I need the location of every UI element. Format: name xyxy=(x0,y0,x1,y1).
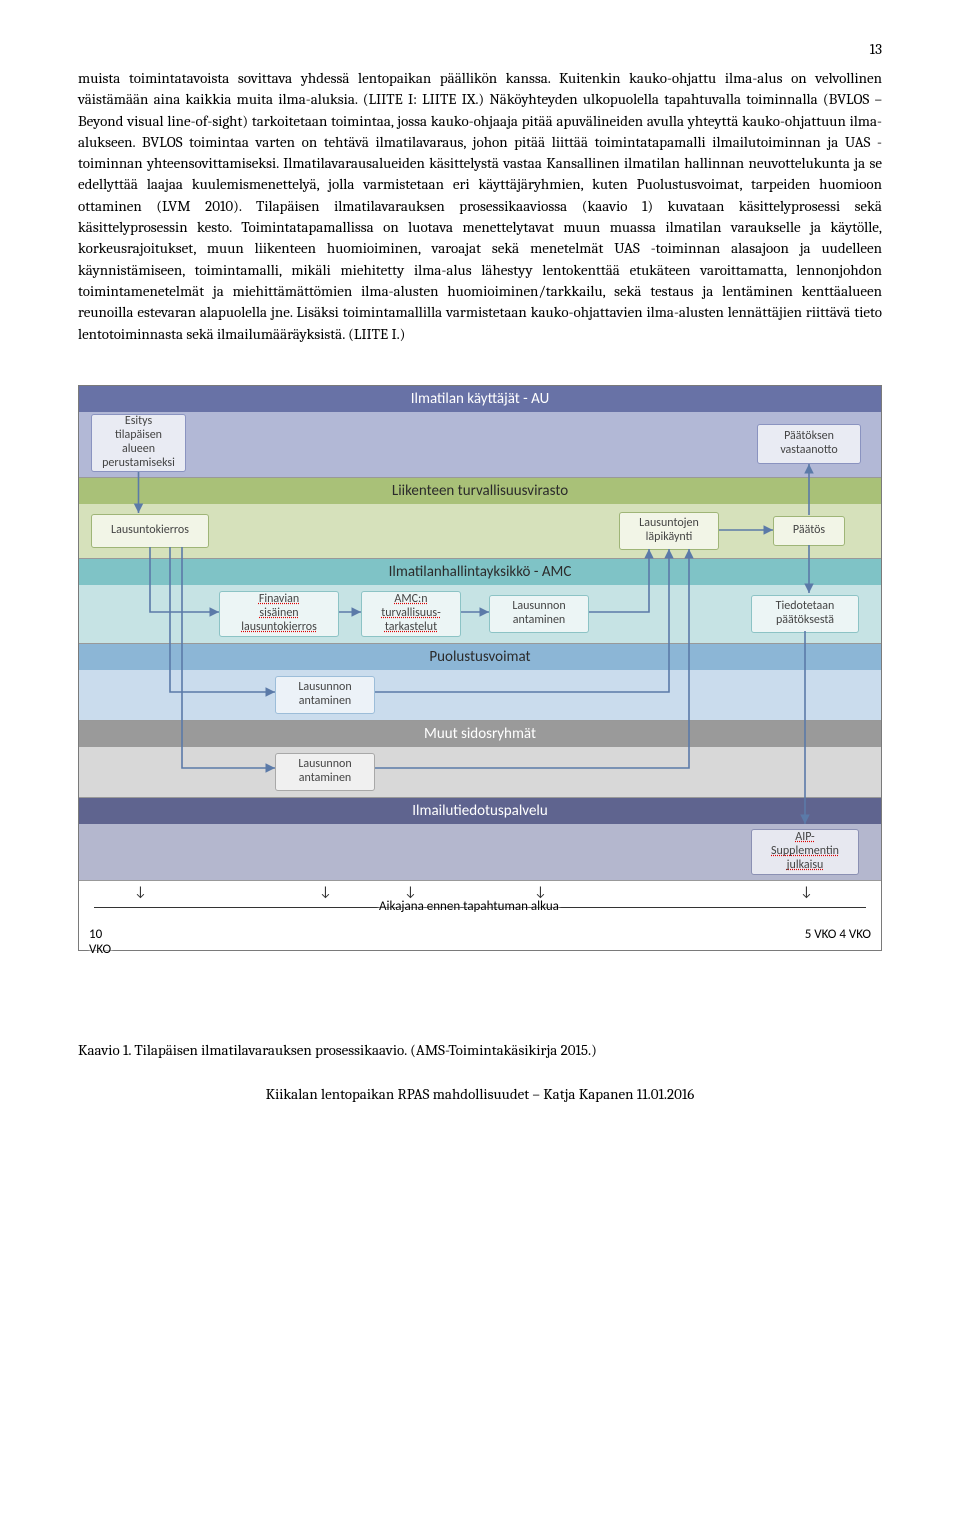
lane-body: Lausunnonantaminen xyxy=(79,670,881,720)
timeline-label-center: Aikajana ennen tapahtuman alkua xyxy=(379,899,559,914)
lane-header: Muut sidosryhmät xyxy=(79,721,881,747)
lane-header: Ilmatilanhallintayksikkö - AMC xyxy=(79,559,881,585)
lane-body: Finaviansisäinenlausuntokierros AMC:nturv… xyxy=(79,585,881,643)
lane-au: Ilmatilan käyttäjät - AUEsitystilapäisen… xyxy=(79,386,881,477)
lane-trafi: Liikenteen turvallisuusvirastoLausuntoki… xyxy=(79,477,881,558)
lane-body: Esitystilapäisenalueenperustamiseksi Päät… xyxy=(79,412,881,477)
lane-header: Liikenteen turvallisuusvirasto xyxy=(79,478,881,504)
node-n-amcturva: AMC:nturvallisuus-tarkastelut xyxy=(361,591,461,637)
lane-ais: Ilmailutiedotuspalvelu AIP-Supplementinju… xyxy=(79,797,881,880)
timeline-row: ↓↓↓↓↓Aikajana ennen tapahtuman alkua10VK… xyxy=(79,880,881,950)
page-number: 13 xyxy=(78,40,882,58)
lane-pv: Puolustusvoimat Lausunnonantaminen xyxy=(79,643,881,720)
lane-muut: Muut sidosryhmät Lausunnonantaminen xyxy=(79,720,881,797)
lane-header: Ilmailutiedotuspalvelu xyxy=(79,798,881,824)
page-footer: Kiikalan lentopaikan RPAS mahdollisuudet… xyxy=(78,1085,882,1103)
body-paragraph: muista toimintatavoista sovittava yhdess… xyxy=(78,68,882,345)
node-n-lapikaynti: Lausuntojenläpikäynti xyxy=(619,512,719,550)
node-n-pvlausunto: Lausunnonantaminen xyxy=(275,676,375,714)
node-n-vastaanotto: Päätöksenvastaanotto xyxy=(757,424,861,464)
timeline-tick-arrow: ↓ xyxy=(404,883,417,900)
diagram-caption: Kaavio 1. Tilapäisen ilmatilavarauksen p… xyxy=(78,1041,882,1059)
timeline-tick-arrow: ↓ xyxy=(534,883,547,900)
lane-header: Ilmatilan käyttäjät - AU xyxy=(79,386,881,412)
node-n-muutlausunto: Lausunnonantaminen xyxy=(275,753,375,791)
lane-body: Lausunnonantaminen xyxy=(79,747,881,797)
timeline-tick-arrow: ↓ xyxy=(319,883,332,900)
node-n-aip: AIP-Supplementinjulkaisu xyxy=(751,829,859,875)
timeline-label-left: 10VKO xyxy=(89,927,111,957)
lane-header: Puolustusvoimat xyxy=(79,644,881,670)
lane-body: Lausuntokierros Lausuntojenläpikäynti Päät… xyxy=(79,504,881,558)
timeline-tick-arrow: ↓ xyxy=(800,883,813,900)
timeline-tick-arrow: ↓ xyxy=(134,883,147,900)
node-n-tiedotetaan: Tiedotetaanpäätöksestä xyxy=(751,595,859,633)
lane-amc: Ilmatilanhallintayksikkö - AMCFinaviansi… xyxy=(79,558,881,643)
node-n-finavia: Finaviansisäinenlausuntokierros xyxy=(219,591,339,637)
timeline-label-right: 5 VKO 4 VKO xyxy=(805,927,871,942)
node-n-amclausunto: Lausunnonantaminen xyxy=(489,595,589,633)
process-diagram: Ilmatilan käyttäjät - AUEsitystilapäisen… xyxy=(78,385,882,951)
lane-body: AIP-Supplementinjulkaisu xyxy=(79,824,881,880)
node-n-esitys: Esitystilapäisenalueenperustamiseksi xyxy=(91,414,186,472)
node-n-lausuntokierros: Lausuntokierros xyxy=(91,514,209,548)
node-n-paatos: Päätös xyxy=(773,516,845,546)
